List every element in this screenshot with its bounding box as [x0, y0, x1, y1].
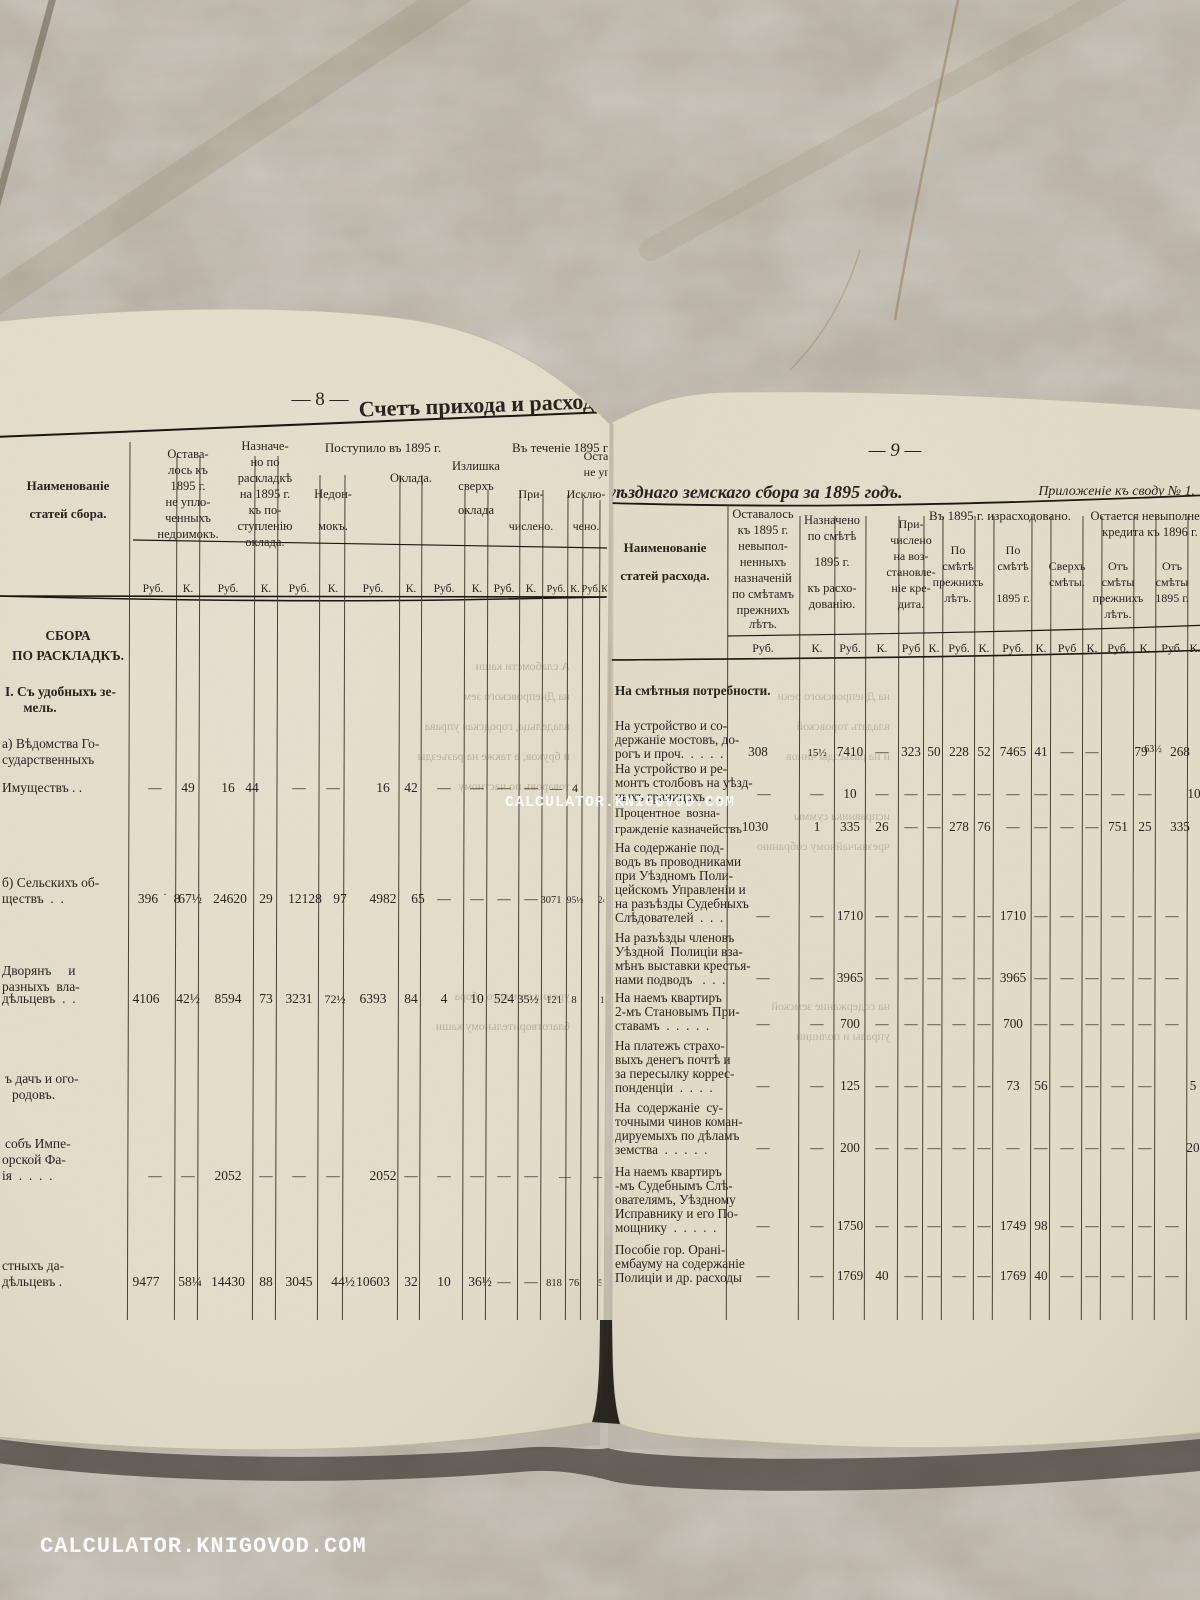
- svg-text:CALCULATOR.KNIGOVOD.COM: CALCULATOR.KNIGOVOD.COM: [505, 794, 735, 811]
- svg-text:CALCULATOR.KNIGOVOD.COM: CALCULATOR.KNIGOVOD.COM: [40, 1534, 367, 1559]
